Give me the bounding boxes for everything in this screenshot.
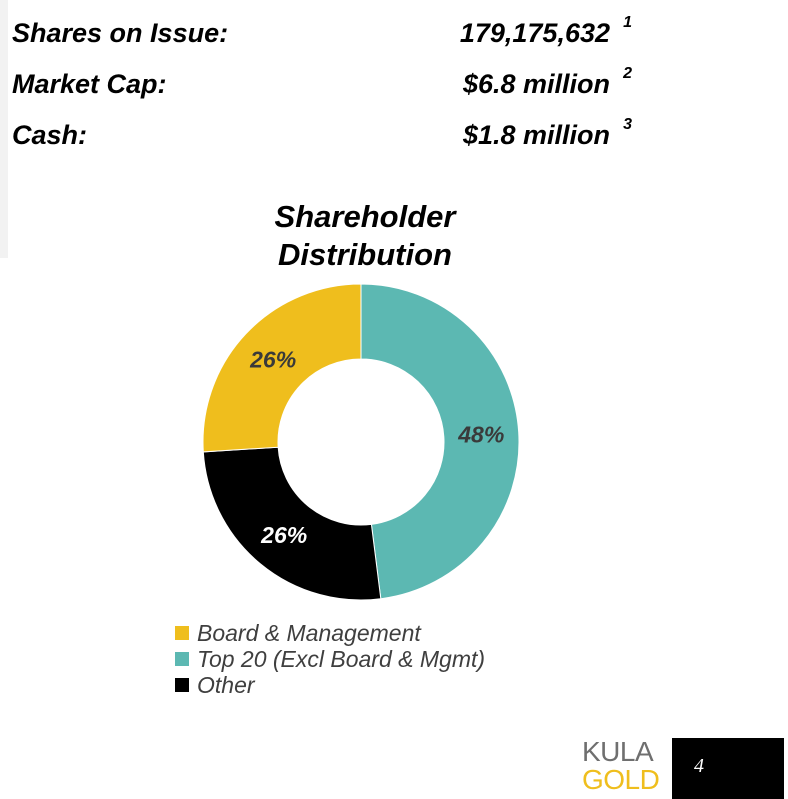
left-edge-strip (0, 0, 8, 258)
stat-value: 179,175,632 (459, 18, 610, 48)
slice-board (202, 283, 362, 453)
page-number-box: 4 (672, 738, 784, 799)
stat-label: Market Cap: (12, 69, 167, 99)
chart-title-line-1: Shareholder (274, 199, 456, 234)
legend-swatch (175, 678, 189, 692)
stat-footnote: 3 (623, 116, 632, 133)
donut-chart: 48% 26% 26% (202, 283, 520, 601)
legend-item-top20: Top 20 (Excl Board & Mgmt) (175, 646, 485, 672)
slice-other-label: 26% (260, 522, 307, 548)
stat-row-shares: Shares on Issue: 179,175,632 1 (12, 14, 632, 58)
slice-top20 (360, 283, 520, 600)
stat-footnote: 1 (623, 14, 632, 31)
legend-label: Top 20 (Excl Board & Mgmt) (197, 645, 486, 672)
slice-board-label: 26% (249, 347, 296, 373)
logo-text-kula: KULA (582, 736, 654, 767)
stat-label: Shares on Issue: (12, 18, 229, 48)
chart-legend: Board & Management Top 20 (Excl Board & … (175, 620, 485, 698)
stat-label: Cash: (12, 120, 88, 150)
slice-top20-label: 48% (457, 421, 504, 447)
legend-label: Other (197, 671, 255, 698)
slice-other (202, 446, 382, 601)
legend-swatch (175, 652, 189, 666)
kula-gold-logo: KULA GOLD (582, 736, 660, 795)
page-number: 4 (694, 755, 704, 777)
stat-row-cash: Cash: $1.8 million 3 (12, 116, 632, 160)
stat-footnote: 2 (623, 65, 632, 82)
stat-row-market-cap: Market Cap: $6.8 million 2 (12, 65, 632, 109)
chart-title: Shareholder Distribution (195, 198, 535, 274)
legend-item-board: Board & Management (175, 620, 485, 646)
legend-label: Board & Management (197, 619, 421, 646)
stat-value: $6.8 million (462, 69, 610, 99)
chart-title-line-2: Distribution (278, 237, 452, 272)
logo-text-gold: GOLD (582, 764, 660, 795)
stat-value: $1.8 million (462, 120, 610, 150)
legend-swatch (175, 626, 189, 640)
legend-item-other: Other (175, 672, 485, 698)
